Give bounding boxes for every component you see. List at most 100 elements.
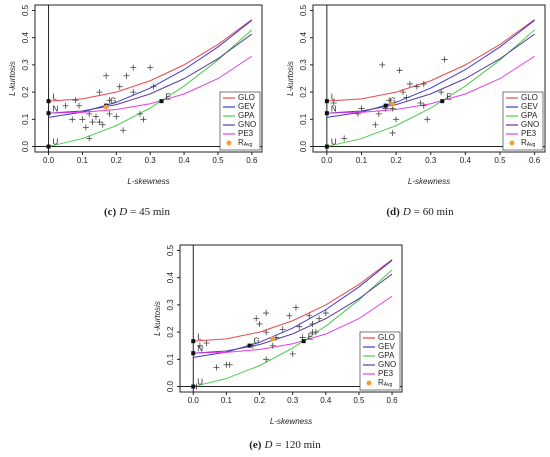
special-point [159,99,164,104]
site-point [82,124,89,131]
site-point [309,320,316,327]
y-tick-label: 0.3 [166,299,175,311]
site-point [393,116,400,123]
site-point [92,113,99,120]
special-point [191,351,196,356]
caption: (c) D = 45 min [104,206,170,218]
x-tick-label: 0.0 [43,156,55,165]
site-point [106,97,113,104]
site-point [406,80,413,87]
legend-box [359,331,401,391]
site-point [79,116,86,123]
special-point [46,99,51,104]
x-tick-label: 0.2 [391,156,403,165]
site-point [150,83,157,90]
legend-box [219,91,261,151]
site-point [372,121,379,128]
special-point-label: U [197,378,203,387]
legend-label: GPA [378,351,395,360]
y-tick-label: 0.5 [299,4,308,16]
site-point [279,326,286,333]
legend-swatch [509,140,515,146]
y-tick-label: 0.4 [166,272,175,284]
curve [326,19,535,102]
site-point [113,113,120,120]
site-point [203,340,210,346]
x-tick-label: 0.5 [353,396,365,405]
site-point [379,61,386,68]
curve [193,295,393,354]
y-axis-title: L-kurtosis [286,61,295,96]
legend-box [502,91,544,151]
y-axis-title: L-kurtosis [153,301,162,336]
site-point [62,102,69,109]
site-point [263,329,270,336]
caption-var: D [402,206,411,218]
site-point [96,119,103,126]
site-point [213,364,220,371]
site-point [253,315,260,322]
legend-label-main: R [238,138,244,147]
y-tick-label: 0.2 [21,86,30,98]
site-point [441,56,448,63]
x-tick-label: 0.4 [460,156,472,165]
curve [193,259,393,342]
legend-label: GNO [378,360,396,369]
site-point [130,89,137,96]
special-point [191,339,196,344]
y-tick-label: 0.0 [299,140,308,152]
caption-label: (c) [104,206,117,218]
special-point-label: G [254,337,260,346]
legend-label: RAvg [521,138,536,148]
special-point-label: G [110,97,116,106]
legend-label-sub: Avg [527,142,536,148]
site-point [263,356,270,363]
site-point [341,135,348,142]
site-point [226,361,233,368]
site-point [296,323,303,330]
panel: 0.0 0.1 0.2 0.3 0.4 0.5 0.6 0.0 0.1 0.2 0.3 0.4 0.5 L… [286,4,546,218]
ravg-point [270,336,276,342]
site-point [137,110,144,117]
plot-frame [179,244,403,393]
site-point [103,72,110,79]
x-tick-label: 0.6 [529,156,541,165]
site-point [196,342,203,349]
site-point [413,83,420,90]
y-tick-label: 0.5 [166,244,175,256]
caption-var: D [118,206,127,218]
special-point [440,99,445,104]
caption: (d) D = 60 min [386,206,454,218]
special-point [324,111,329,116]
site-point [99,121,106,128]
legend-label: PE3 [521,129,537,138]
x-tick-label: 0.1 [77,156,89,165]
panel: 0.0 0.1 0.2 0.3 0.4 0.5 0.6 0.0 0.1 0.2 0.3 0.4 0.5 L… [153,244,403,451]
special-point [191,384,196,389]
site-point [289,350,296,357]
y-tick-label: 0.1 [21,113,30,125]
legend-label: GEV [521,102,539,111]
special-point [383,103,388,108]
caption-rest: = 45 min [130,206,170,218]
site-point [292,304,299,311]
plot-frame [312,4,546,153]
x-tick-label: 0.5 [212,156,224,165]
site-point [424,116,431,123]
special-point [46,144,51,149]
site-point [96,89,103,96]
site-point [147,64,154,71]
caption: (e) D = 120 min [249,439,321,451]
legend-label: GLO [521,93,538,102]
x-tick-label: 0.1 [356,156,368,165]
site-point [130,64,137,71]
x-tick-label: 0.3 [145,156,157,165]
y-tick-label: 0.4 [299,32,308,44]
site-point [286,312,293,319]
site-point [263,310,270,317]
x-tick-label: 0.6 [386,396,398,405]
plot-area [326,19,535,148]
curve [48,33,253,114]
special-point-label: L [331,92,336,101]
legend-label: GEV [378,342,396,351]
